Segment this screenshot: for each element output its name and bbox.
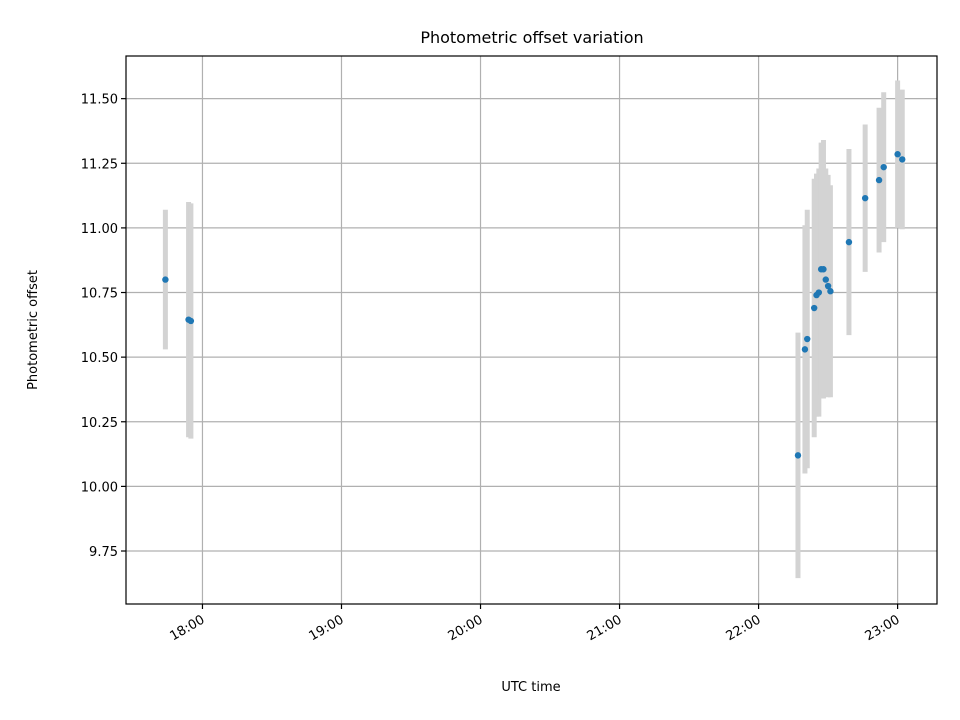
chart-title: Photometric offset variation	[420, 28, 643, 47]
data-point	[845, 238, 853, 246]
x-tick-label: 19:00	[307, 612, 347, 644]
data-point	[162, 276, 169, 283]
y-tick-label: 9.75	[89, 545, 118, 560]
y-tick-label: 11.50	[81, 93, 118, 108]
data-point	[827, 288, 834, 295]
plot-frame	[125, 55, 938, 605]
data-point	[822, 276, 829, 283]
y-tick-label: 10.75	[81, 287, 118, 302]
data-point	[804, 335, 811, 343]
y-tick-label: 10.50	[81, 351, 118, 366]
x-tick-label: 21:00	[585, 612, 625, 644]
y-tick-label: 10.25	[81, 416, 118, 431]
x-tick-label: 23:00	[863, 612, 903, 644]
y-tick-label: 10.00	[81, 480, 118, 495]
y-axis-label: Photometric offset	[26, 270, 41, 390]
x-axis-ticks: 18:00 19:00 20:00 21:00 22:00 23:00	[168, 604, 903, 644]
data-point	[810, 304, 818, 312]
data-points	[162, 151, 906, 459]
data-point	[894, 151, 901, 158]
y-tick-label: 11.25	[81, 157, 118, 172]
data-point	[861, 194, 869, 202]
data-point	[801, 346, 809, 353]
x-tick-label: 20:00	[446, 612, 486, 644]
data-point	[187, 317, 195, 325]
error-bars	[162, 80, 905, 579]
x-axis-label: UTC time	[501, 680, 560, 695]
data-point	[875, 176, 883, 184]
data-point	[815, 289, 823, 296]
data-point	[880, 163, 887, 171]
data-point	[824, 282, 832, 290]
y-tick-label: 11.00	[81, 222, 118, 237]
y-axis-ticks: 9.75 10.00 10.25 10.50 10.75 11.00 11.25 11.50	[81, 93, 126, 560]
data-point	[820, 266, 827, 273]
x-tick-label: 18:00	[168, 612, 208, 644]
data-point	[794, 452, 802, 459]
data-point	[899, 156, 906, 163]
x-tick-label: 22:00	[724, 612, 764, 644]
